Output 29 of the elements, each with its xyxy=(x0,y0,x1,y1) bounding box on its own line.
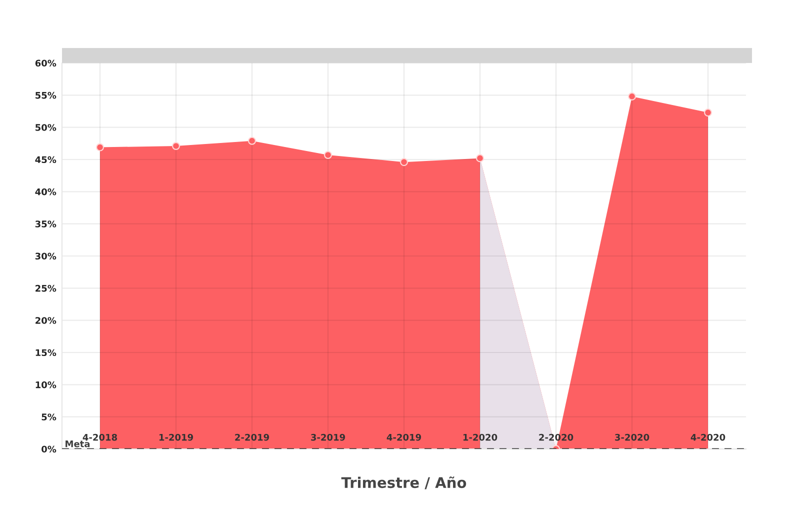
y-tick-label: 5% xyxy=(42,414,56,420)
y-tick-label: 60% xyxy=(35,60,56,67)
x-tick-label: 2-2019 xyxy=(235,434,269,441)
point xyxy=(400,158,408,166)
y-tick-label: 10% xyxy=(36,381,56,388)
point xyxy=(628,92,636,100)
x-tick-label: 3-2019 xyxy=(311,434,345,441)
x-tick-label: 1-2019 xyxy=(159,434,193,441)
y-tick-label: 30% xyxy=(35,252,56,260)
x-tick-label: 4-2020 xyxy=(690,434,726,441)
y-tick-label: 50% xyxy=(36,124,56,131)
y-tick-label: 55% xyxy=(36,92,56,99)
x-tick-label: 4-2019 xyxy=(386,434,421,441)
point xyxy=(476,154,484,162)
ref-line-label: Meta xyxy=(66,440,90,448)
point xyxy=(96,143,104,152)
x-axis-title: Trimestre / Año xyxy=(341,476,466,490)
y-tick-label: 15% xyxy=(36,349,56,356)
x-tick-label: 3-2020 xyxy=(615,434,650,441)
y-tick-label: 20% xyxy=(36,317,56,324)
y-tick-label: 35% xyxy=(35,220,56,228)
y-tick-label: 25% xyxy=(36,284,56,292)
point xyxy=(248,136,256,145)
point xyxy=(172,142,180,150)
point xyxy=(704,108,712,117)
y-tick-label: 40% xyxy=(35,188,56,196)
y-tick-label: 45% xyxy=(35,156,56,164)
y-tick-label: 0% xyxy=(42,446,56,453)
point xyxy=(324,150,332,160)
